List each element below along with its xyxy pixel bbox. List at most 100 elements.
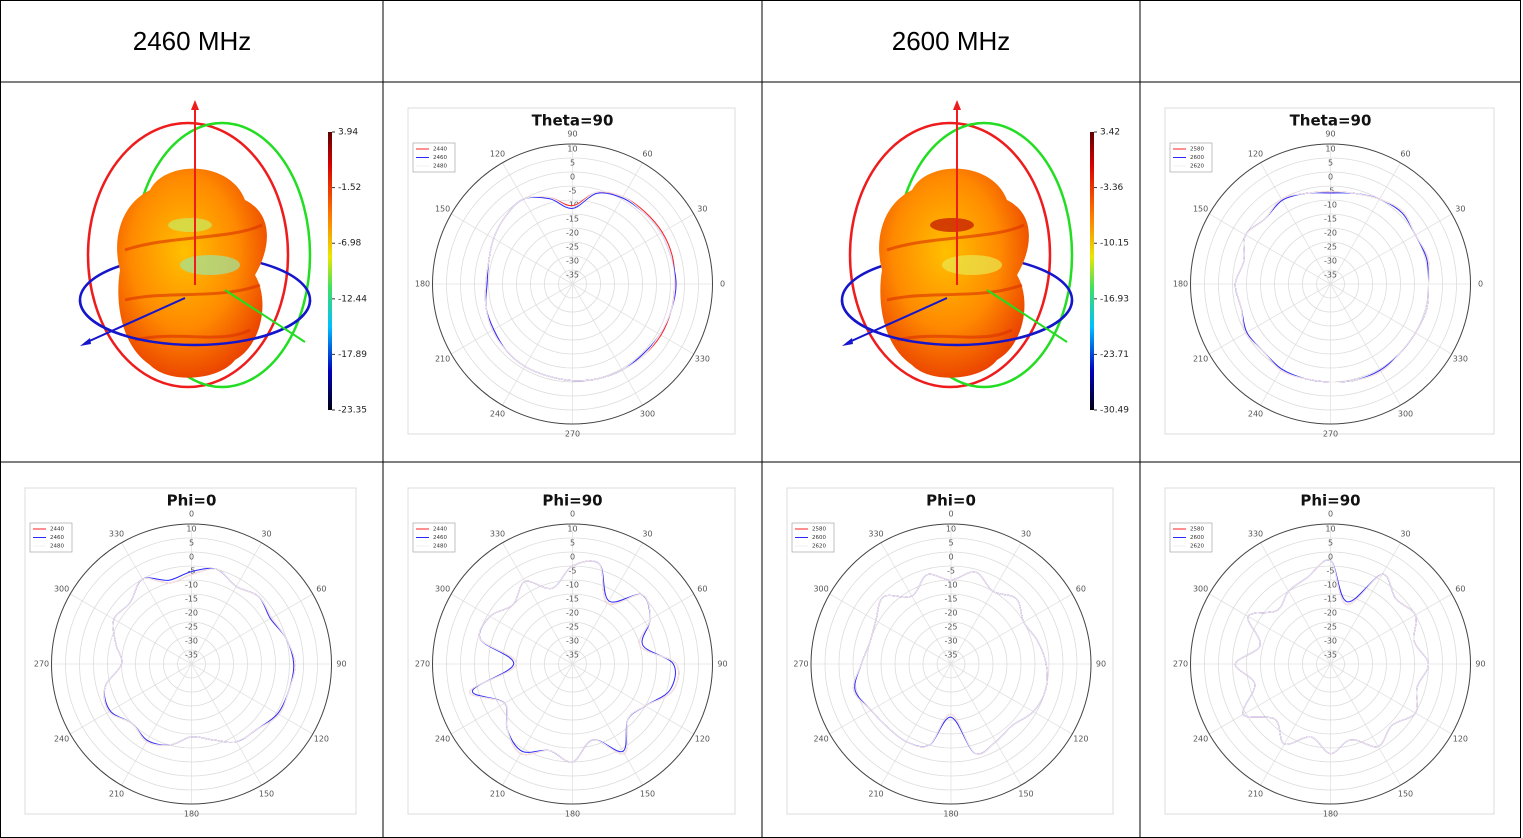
arrow-head (842, 338, 853, 346)
radial-label: -15 (185, 595, 198, 604)
radial-label: -20 (1324, 229, 1337, 238)
radial-label: -35 (1324, 271, 1337, 280)
radial-label: -35 (566, 651, 579, 660)
legend-label: 2480 (433, 164, 447, 170)
ring (544, 635, 601, 693)
ring (446, 537, 699, 791)
colorbar-label: 3.94 (338, 128, 358, 138)
ring (107, 579, 276, 749)
angle-label: 240 (813, 735, 828, 744)
radial-label: -20 (566, 609, 579, 618)
ring (1274, 607, 1387, 721)
ring (79, 551, 304, 777)
ring (880, 593, 1022, 735)
chart-title: Theta=90 (1290, 112, 1372, 130)
chart-title: Theta=90 (532, 112, 614, 130)
angle-label: 240 (490, 409, 505, 418)
polar-chart: Phi=003060901201501802102402703003301050… (786, 487, 1114, 819)
radial-label: -10 (566, 581, 579, 590)
radial-label: -15 (566, 595, 579, 604)
radial-label: 5 (948, 539, 953, 548)
chart-title: Phi=90 (542, 492, 602, 510)
colorbar-label: -23.35 (338, 406, 367, 416)
angle-label: 120 (1248, 150, 1263, 159)
angle-label: 0 (948, 510, 953, 519)
radial-label: -25 (1324, 623, 1337, 632)
pattern-ridge (124, 223, 263, 342)
angle-label: 270 (1323, 430, 1338, 439)
angle-label: 330 (490, 530, 505, 539)
angle-label: 30 (261, 530, 271, 539)
colorbar-label: -10.15 (1100, 239, 1129, 249)
axis-arrow (84, 297, 186, 344)
angle-label: 0 (570, 510, 575, 519)
angle-label: 180 (184, 810, 199, 819)
ring (502, 593, 643, 735)
angle-label: 330 (1453, 355, 1468, 364)
colorbar-label: -17.89 (338, 350, 367, 360)
axis-arrow (986, 289, 1068, 343)
ring (460, 551, 685, 777)
angle-label: 60 (642, 150, 652, 159)
ring (838, 551, 1064, 777)
legend-label: 2440 (433, 147, 447, 153)
angle-label: 90 (336, 660, 346, 669)
polar-chart: Theta=90 0 30 60 90 120 150 180 210 240 270 300 330 1… (407, 107, 736, 439)
radial-label: 5 (570, 159, 575, 168)
radial-label: 0 (189, 553, 194, 562)
legend-label: 2620 (1190, 544, 1204, 550)
plot-frame (1164, 487, 1495, 815)
colorbar-label: -23.71 (1100, 350, 1129, 360)
radial-label: -35 (566, 271, 579, 280)
chart-title: Phi=0 (167, 492, 217, 510)
legend-label: 2620 (812, 544, 826, 550)
angle-label: 30 (642, 530, 652, 539)
angle-label: 270 (415, 660, 430, 669)
angle-label: 120 (1073, 735, 1088, 744)
ring (516, 227, 629, 341)
angle-label: 300 (1398, 409, 1413, 418)
legend-label: 2460 (433, 535, 447, 541)
axis-arrow (224, 289, 306, 343)
angle-label: 180 (1173, 280, 1188, 289)
pattern-3d: 3.94 -1.52 -6.98 -12.44 -17.89 -23.35 (78, 100, 367, 416)
ring (1316, 269, 1345, 299)
axis-arrow (846, 297, 948, 344)
radial-label: 10 (186, 525, 196, 534)
pattern-line (484, 191, 676, 382)
pattern-patch (942, 255, 1002, 275)
radial-label: -15 (566, 215, 579, 224)
plot-frame (407, 107, 736, 435)
ring (810, 523, 1092, 805)
legend-label: 2580 (1190, 147, 1204, 153)
ring (488, 199, 657, 369)
ring (1288, 621, 1373, 707)
angle-label: 150 (1018, 789, 1033, 798)
radial-label: -30 (185, 637, 198, 646)
angle-label: 60 (316, 585, 326, 594)
radial-label: 0 (570, 173, 575, 182)
ring (544, 255, 601, 313)
radial-label: -30 (1324, 257, 1337, 266)
angle-label: 0 (720, 280, 725, 289)
legend-label: 2460 (50, 535, 64, 541)
radial-label: 5 (570, 539, 575, 548)
pattern-ridge (886, 223, 1025, 342)
legend-label: 2480 (50, 544, 64, 550)
radial-label: -10 (185, 581, 198, 590)
radial-label: 10 (567, 525, 577, 534)
angle-label: 0 (189, 510, 194, 519)
radial-label: 5 (1328, 159, 1333, 168)
angle-label: 60 (1455, 585, 1465, 594)
angle-label: 270 (34, 660, 49, 669)
radial-label: -25 (944, 623, 957, 632)
ring (163, 635, 220, 693)
radial-label: -30 (944, 637, 957, 646)
angle-label: 30 (1455, 205, 1465, 214)
pattern-patch (180, 255, 240, 275)
ring (558, 269, 587, 299)
polar-chart: Phi=900306090120150180210240270300330105… (1164, 487, 1495, 819)
ring (922, 635, 980, 693)
ring (530, 241, 615, 327)
ring (1260, 593, 1401, 735)
